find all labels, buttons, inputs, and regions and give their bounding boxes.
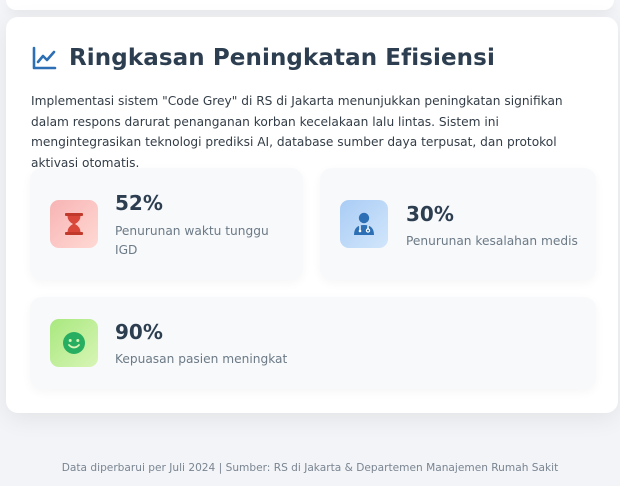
stat-medical-errors: 30% Penurunan kesalahan medis bbox=[320, 168, 596, 280]
stat-value: 30% bbox=[406, 202, 454, 226]
card-title: Ringkasan Peningkatan Efisiensi bbox=[69, 45, 495, 71]
efficiency-summary-card: Ringkasan Peningkatan Efisiensi Implemen… bbox=[6, 17, 618, 413]
stat-label: Penurunan kesalahan medis bbox=[406, 234, 578, 248]
stat-value: 52% bbox=[115, 191, 163, 215]
smile-icon bbox=[63, 332, 85, 354]
stat-wait-time: 52% Penurunan waktu tunggu IGD bbox=[30, 168, 303, 280]
doctor-icon bbox=[354, 212, 374, 235]
stat-patient-satisfaction: 90% Kepuasan pasien meningkat bbox=[30, 297, 596, 389]
card-header: Ringkasan Peningkatan Efisiensi bbox=[31, 45, 495, 71]
previous-card-edge bbox=[6, 0, 614, 10]
stat-badge bbox=[50, 200, 98, 248]
hourglass-icon bbox=[65, 213, 83, 235]
stat-badge bbox=[50, 319, 98, 367]
chart-line-icon bbox=[32, 46, 57, 70]
stat-value: 90% bbox=[115, 320, 163, 344]
footer-note: Data diperbarui per Juli 2024 | Sumber: … bbox=[61, 462, 559, 474]
stat-badge bbox=[340, 200, 388, 248]
stat-label: Penurunan waktu tunggu IGD bbox=[115, 224, 269, 257]
card-description: Implementasi sistem "Code Grey" di RS di… bbox=[31, 94, 563, 170]
stat-label: Kepuasan pasien meningkat bbox=[115, 352, 288, 366]
